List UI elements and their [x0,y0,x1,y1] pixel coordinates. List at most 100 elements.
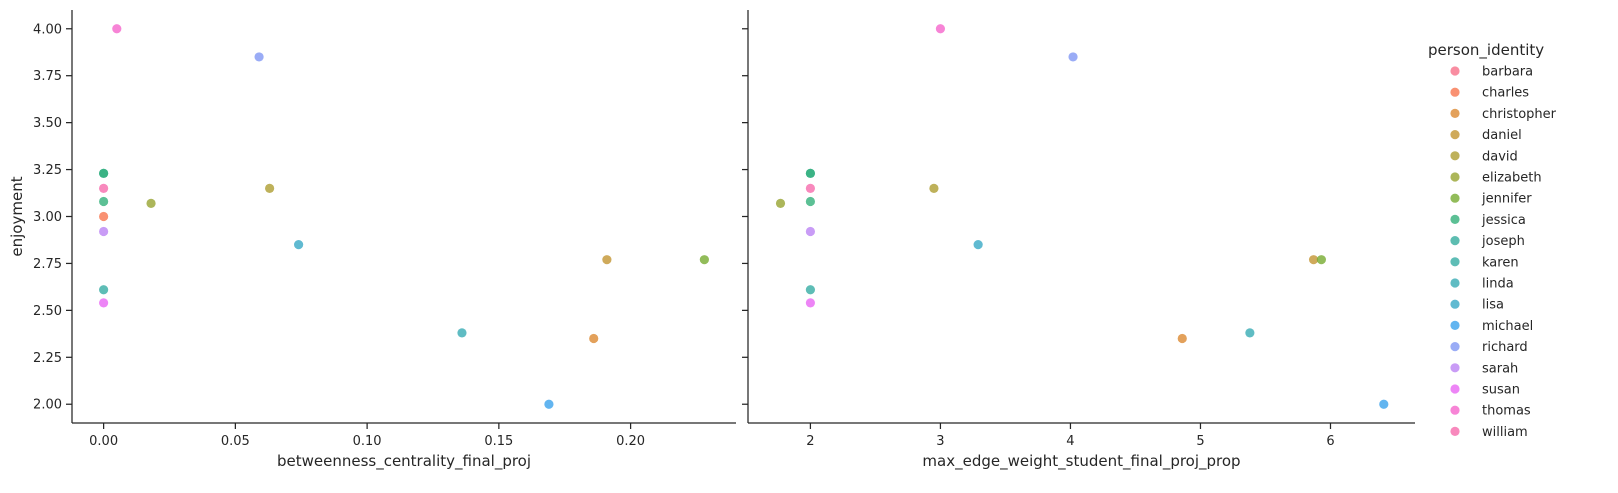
legend-marker [1450,193,1460,203]
legend-marker [1450,130,1460,140]
legend-item-thomas: thomas [1450,404,1531,419]
legend-item-david: david [1450,149,1518,164]
legend-marker [1450,172,1460,182]
legend-item-richard: richard [1450,340,1528,355]
data-point-susan [805,298,816,308]
x-tick-label: 6 [1326,434,1334,449]
legend-label: barbara [1482,65,1533,80]
data-point-david [929,183,939,193]
legend-item-linda: linda [1450,277,1514,292]
data-point-jessica [805,168,816,178]
x-tick-label: 0.10 [353,434,382,449]
legend-marker [1450,342,1460,352]
x-tick-label: 0.20 [616,434,645,449]
legend-item-sarah: sarah [1450,361,1518,376]
legend-marker [1450,87,1460,97]
legend-label: charles [1482,86,1529,101]
x-tick-label: 0.00 [89,434,118,449]
x-axis-label: betweenness_centrality_final_proj [277,452,531,471]
legend-label: thomas [1482,404,1531,419]
data-point-christopher [1177,333,1187,344]
legend-item-daniel: daniel [1450,128,1522,143]
data-point-linda [1245,328,1255,338]
legend-item-christopher: christopher [1450,107,1557,122]
legend-item-jennifer: jennifer [1450,192,1532,207]
data-point-daniel [602,255,612,265]
legend-label: linda [1482,277,1514,292]
data-point-jessica [805,196,816,207]
y-tick-label: 2.75 [33,257,62,272]
legend-marker [1450,257,1460,267]
legend-label: jessica [1481,213,1526,228]
data-point-lisa [294,240,304,250]
legend-item-jessica: jessica [1450,213,1526,228]
legend-label: elizabeth [1482,171,1542,186]
legend-label: william [1482,425,1528,440]
legend-marker [1450,320,1460,330]
right-panel: 2 3 4 5 6 max_edge_weight_student_final_proj_… [742,10,1415,471]
legend-label: richard [1482,340,1528,355]
x-tick-label: 4 [1066,434,1074,449]
legend-marker [1450,66,1460,76]
legend-marker [1450,278,1460,288]
y-axis-label: enjoyment [8,176,26,256]
x-tick-label: 0.05 [221,434,250,449]
data-point-jennifer [699,255,709,265]
legend-marker [1450,299,1460,309]
x-tick-label: 0.15 [484,434,513,449]
y-tick-label: 2.50 [33,304,62,319]
y-tick-label: 3.25 [33,163,62,178]
legend-title: person_identity [1428,41,1544,60]
y-tick-label: 4.00 [33,22,62,37]
x-tick-label: 2 [806,434,814,449]
legend-label: christopher [1482,107,1557,122]
data-point-richard [1068,52,1078,62]
data-point-thomas [935,24,946,34]
legend-marker [1450,426,1460,436]
legend-label: jennifer [1481,192,1532,207]
data-point-david [265,183,275,193]
legend-marker [1450,108,1460,118]
data-point-jennifer [1316,255,1326,265]
y-tick-label: 3.00 [33,210,62,225]
data-point-lisa [973,240,983,250]
data-point-michael [1379,399,1389,409]
data-point-william [805,183,816,193]
legend-label: lisa [1482,298,1504,313]
data-point-william [99,183,109,193]
data-point-michael [544,399,554,409]
legend-label: david [1482,149,1518,164]
data-point-elizabeth [775,198,786,208]
data-point-charles [99,211,109,222]
legend-item-lisa: lisa [1450,298,1504,313]
legend-marker [1450,384,1460,394]
x-tick-label: 3 [936,434,944,449]
x-axis-label: max_edge_weight_student_final_proj_prop [922,452,1240,471]
legend-label: sarah [1482,361,1518,376]
data-point-elizabeth [146,198,156,208]
data-point-jessica [99,196,109,207]
legend-item-joseph: joseph [1450,234,1525,249]
legend-label: susan [1482,383,1520,398]
legend-label: joseph [1481,234,1525,249]
data-point-daniel [1308,255,1319,265]
legend-item-william: william [1450,425,1528,440]
legend-marker [1450,151,1460,161]
data-point-jessica [99,168,109,178]
y-tick-label: 3.50 [33,116,62,131]
legend-item-karen: karen [1450,255,1519,270]
legend-marker [1450,214,1460,224]
data-point-christopher [589,333,599,344]
legend-marker [1450,405,1460,415]
legend-item-barbara: barbara [1450,65,1533,80]
legend-label: daniel [1482,128,1522,143]
legend-marker [1450,363,1460,373]
data-point-karen [805,285,816,295]
y-tick-label: 2.00 [33,398,62,413]
y-tick-label: 2.25 [33,351,62,366]
data-point-sarah [805,226,816,237]
legend-marker [1450,236,1460,246]
data-point-susan [99,298,109,308]
